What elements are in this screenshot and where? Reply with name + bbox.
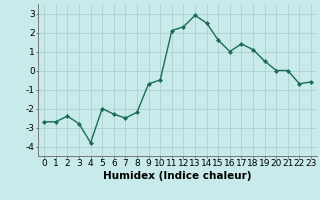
X-axis label: Humidex (Indice chaleur): Humidex (Indice chaleur) bbox=[103, 171, 252, 181]
